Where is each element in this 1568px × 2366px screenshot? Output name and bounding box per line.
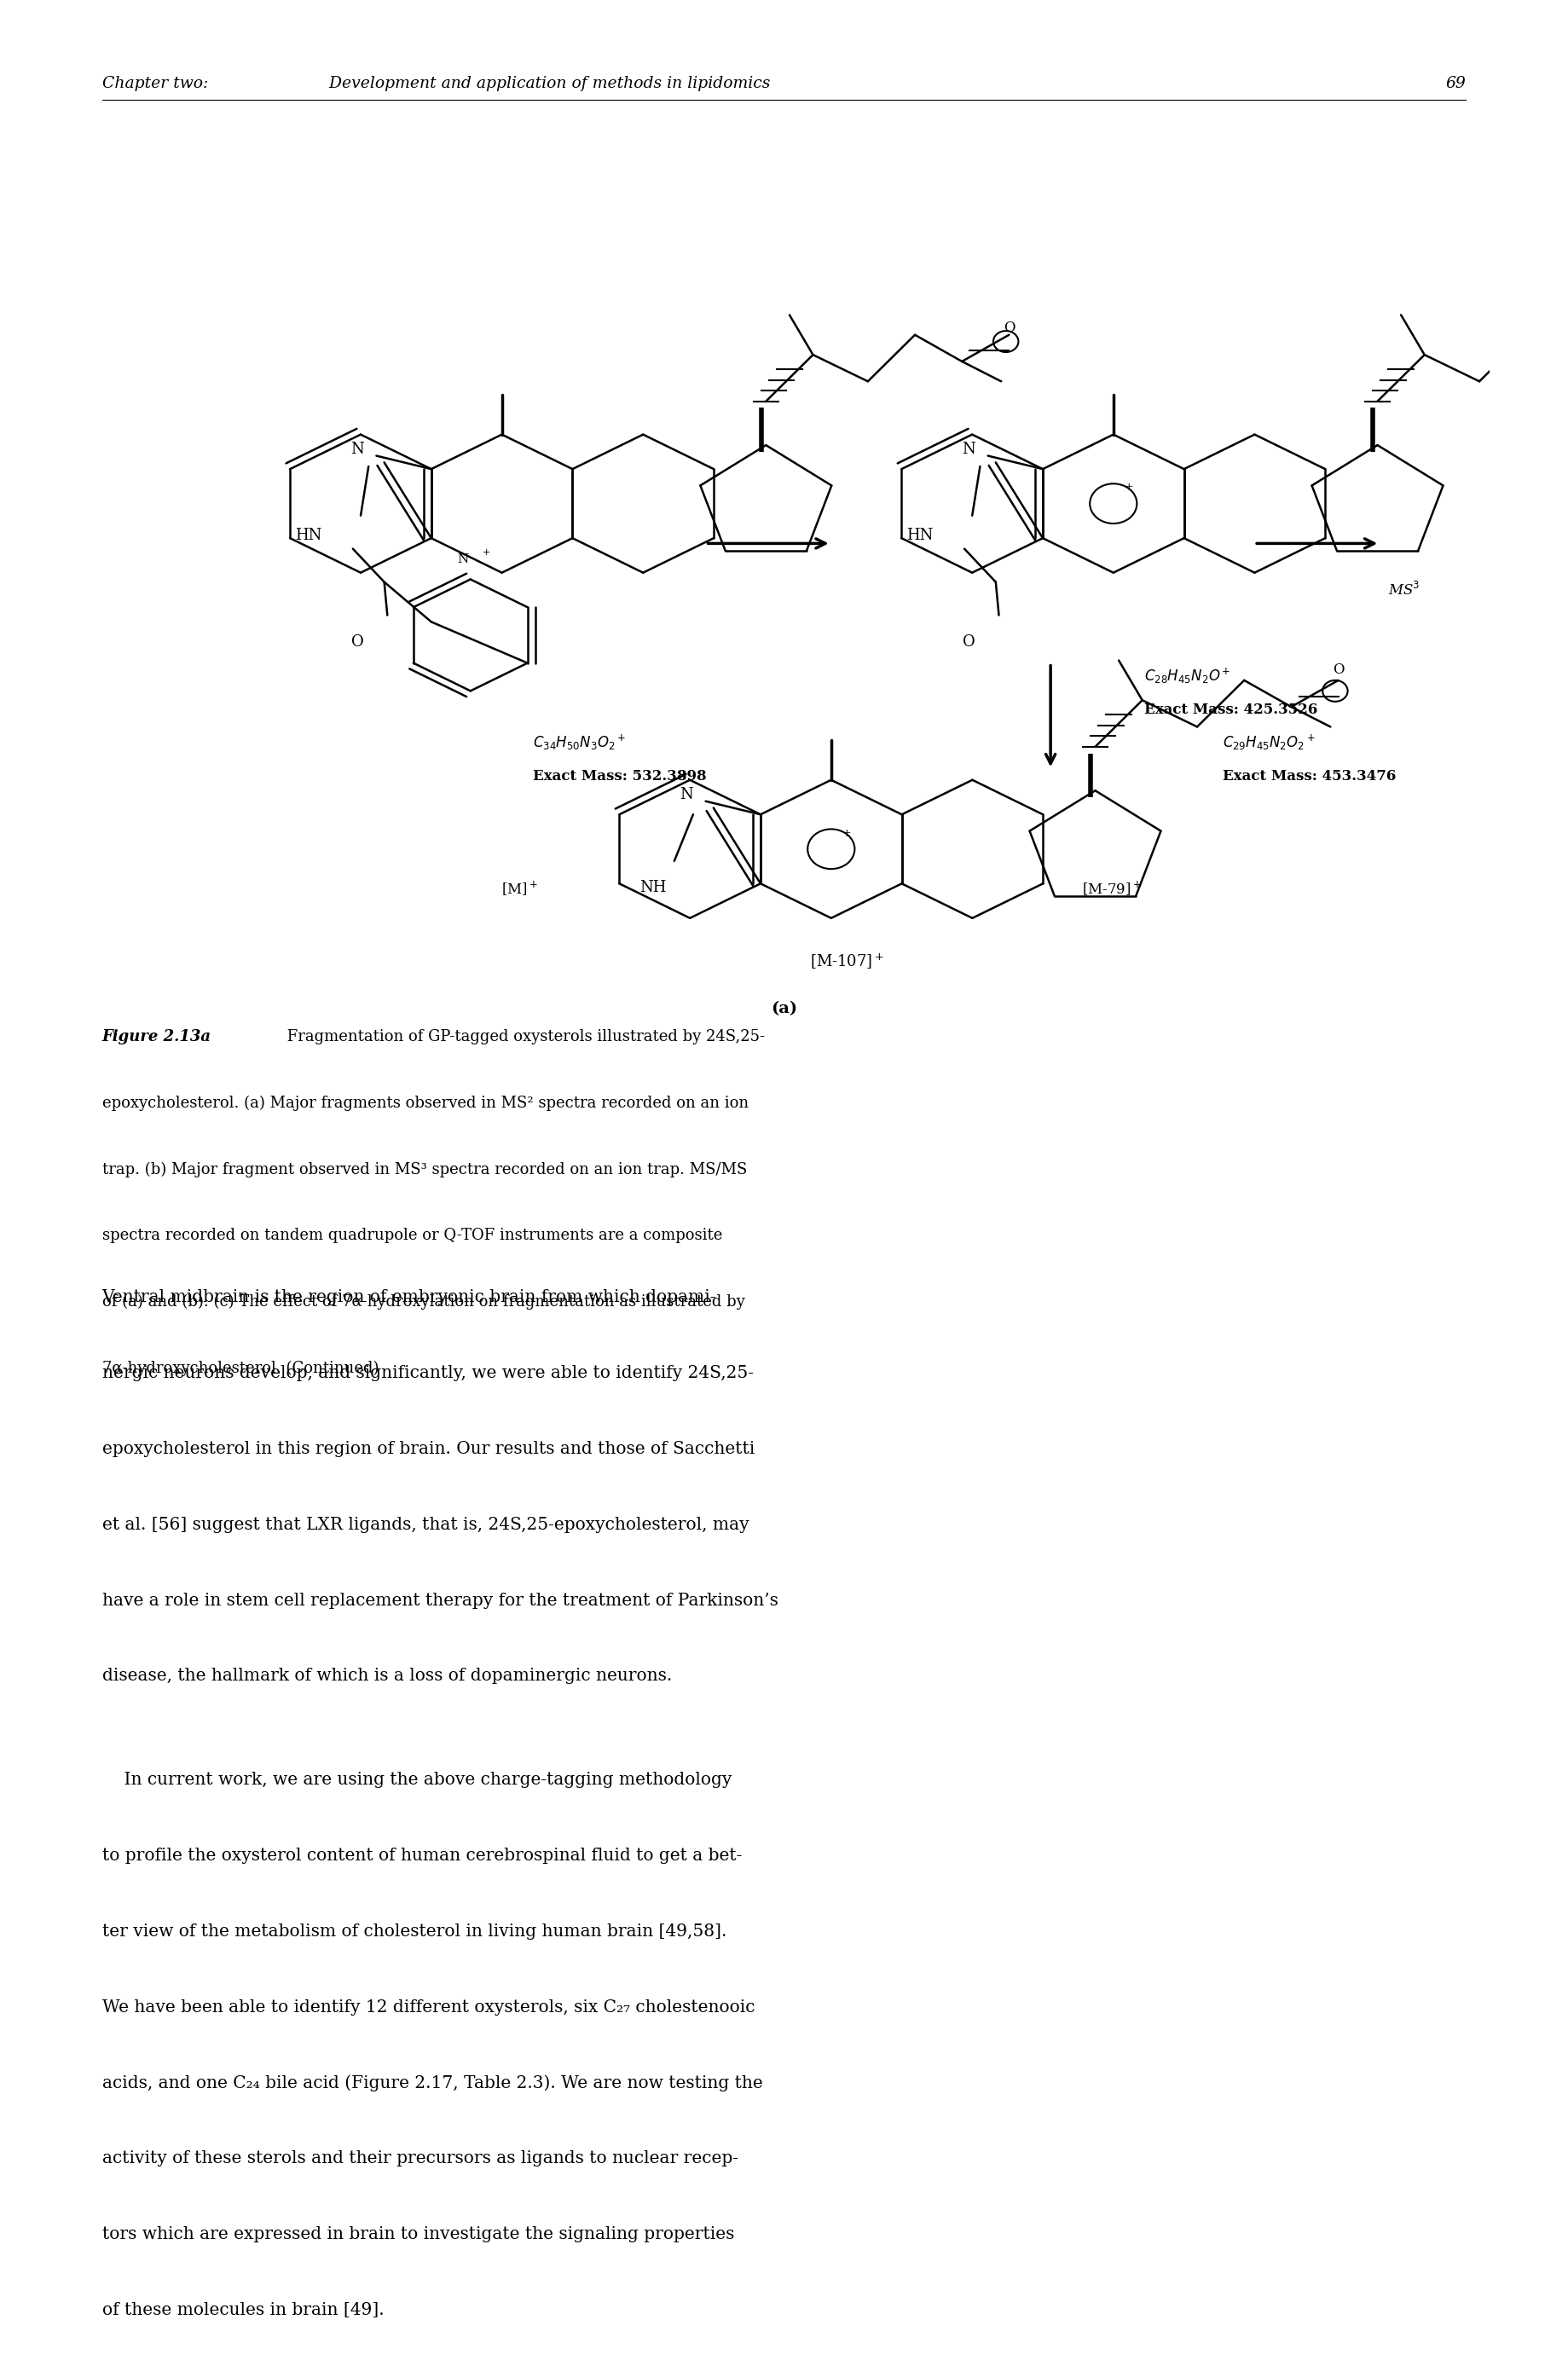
Text: Development and application of methods in lipidomics: Development and application of methods i… (314, 76, 770, 90)
Text: N: N (456, 554, 469, 565)
Text: N: N (350, 442, 364, 457)
Text: Exact Mass: 425.3526: Exact Mass: 425.3526 (1145, 703, 1319, 717)
Text: activity of these sterols and their precursors as ligands to nuclear recep-: activity of these sterols and their prec… (102, 2151, 739, 2167)
Text: N: N (679, 788, 693, 802)
Text: We have been able to identify 12 different oxysterols, six C₂₇ cholestenooic: We have been able to identify 12 differe… (102, 1999, 754, 2016)
Text: [M]$^+$: [M]$^+$ (502, 880, 538, 897)
Text: ter view of the metabolism of cholesterol in living human brain [49,58].: ter view of the metabolism of cholestero… (102, 1924, 726, 1940)
Text: Fragmentation of GP-tagged oxysterols illustrated by 24S,25-: Fragmentation of GP-tagged oxysterols il… (282, 1029, 765, 1043)
Text: disease, the hallmark of which is a loss of dopaminergic neurons.: disease, the hallmark of which is a loss… (102, 1668, 671, 1685)
Text: +: + (481, 549, 491, 556)
Text: 69: 69 (1446, 76, 1466, 90)
Text: +: + (842, 828, 851, 838)
Text: MS$^3$: MS$^3$ (1388, 582, 1419, 599)
Text: In current work, we are using the above charge-tagging methodology: In current work, we are using the above … (102, 1772, 732, 1789)
Text: [M-79]$^+$: [M-79]$^+$ (1082, 880, 1142, 897)
Text: have a role in stem cell replacement therapy for the treatment of Parkinson’s: have a role in stem cell replacement the… (102, 1592, 778, 1609)
Text: nergic neurons develop, and significantly, we were able to identify 24S,25-: nergic neurons develop, and significantl… (102, 1365, 753, 1382)
Text: Exact Mass: 453.3476: Exact Mass: 453.3476 (1223, 769, 1397, 783)
Text: spectra recorded on tandem quadrupole or Q-TOF instruments are a composite: spectra recorded on tandem quadrupole or… (102, 1228, 723, 1242)
Text: Ventral midbrain is the region of embryonic brain from which dopami-: Ventral midbrain is the region of embryo… (102, 1289, 717, 1306)
Text: acids, and one C₂₄ bile acid (Figure 2.17, Table 2.3). We are now testing the: acids, and one C₂₄ bile acid (Figure 2.1… (102, 2075, 762, 2092)
Text: of (a) and (b). (c) The effect of 7α-hydroxylation on fragmentation as illustrat: of (a) and (b). (c) The effect of 7α-hyd… (102, 1294, 745, 1311)
Text: O: O (351, 634, 364, 648)
Text: NH: NH (640, 880, 666, 894)
Text: Figure 2.13a: Figure 2.13a (102, 1029, 212, 1043)
Text: HN: HN (295, 528, 321, 544)
Text: (a): (a) (771, 1001, 797, 1015)
Text: N: N (961, 442, 975, 457)
Text: tors which are expressed in brain to investigate the signaling properties: tors which are expressed in brain to inv… (102, 2226, 734, 2243)
Text: Exact Mass: 532.3898: Exact Mass: 532.3898 (533, 769, 707, 783)
Text: O: O (963, 634, 975, 648)
Text: $C_{29}H_{45}N_2O_2$$^+$: $C_{29}H_{45}N_2O_2$$^+$ (1223, 733, 1316, 752)
Text: 7α-hydroxycholesterol. (Continued): 7α-hydroxycholesterol. (Continued) (102, 1360, 378, 1377)
Text: $C_{34}H_{50}N_3O_2$$^+$: $C_{34}H_{50}N_3O_2$$^+$ (533, 733, 626, 752)
Text: O: O (1004, 322, 1014, 336)
Text: Chapter two:: Chapter two: (102, 76, 209, 90)
Text: of these molecules in brain [49].: of these molecules in brain [49]. (102, 2302, 384, 2319)
Text: O: O (1333, 662, 1344, 677)
Text: epoxycholesterol. (a) Major fragments observed in MS² spectra recorded on an ion: epoxycholesterol. (a) Major fragments ob… (102, 1095, 748, 1112)
Text: HN: HN (906, 528, 933, 544)
Text: $C_{28}H_{45}N_2O$$^+$: $C_{28}H_{45}N_2O$$^+$ (1145, 667, 1231, 686)
Text: to profile the oxysterol content of human cerebrospinal fluid to get a bet-: to profile the oxysterol content of huma… (102, 1848, 742, 1864)
Text: [M-107]$^+$: [M-107]$^+$ (809, 953, 884, 972)
Text: +: + (1124, 483, 1134, 492)
Text: trap. (b) Major fragment observed in MS³ spectra recorded on an ion trap. MS/MS: trap. (b) Major fragment observed in MS³… (102, 1162, 746, 1178)
Text: epoxycholesterol in this region of brain. Our results and those of Sacchetti: epoxycholesterol in this region of brain… (102, 1441, 754, 1457)
Text: et al. [56] suggest that LXR ligands, that is, 24S,25-epoxycholesterol, may: et al. [56] suggest that LXR ligands, th… (102, 1517, 750, 1533)
